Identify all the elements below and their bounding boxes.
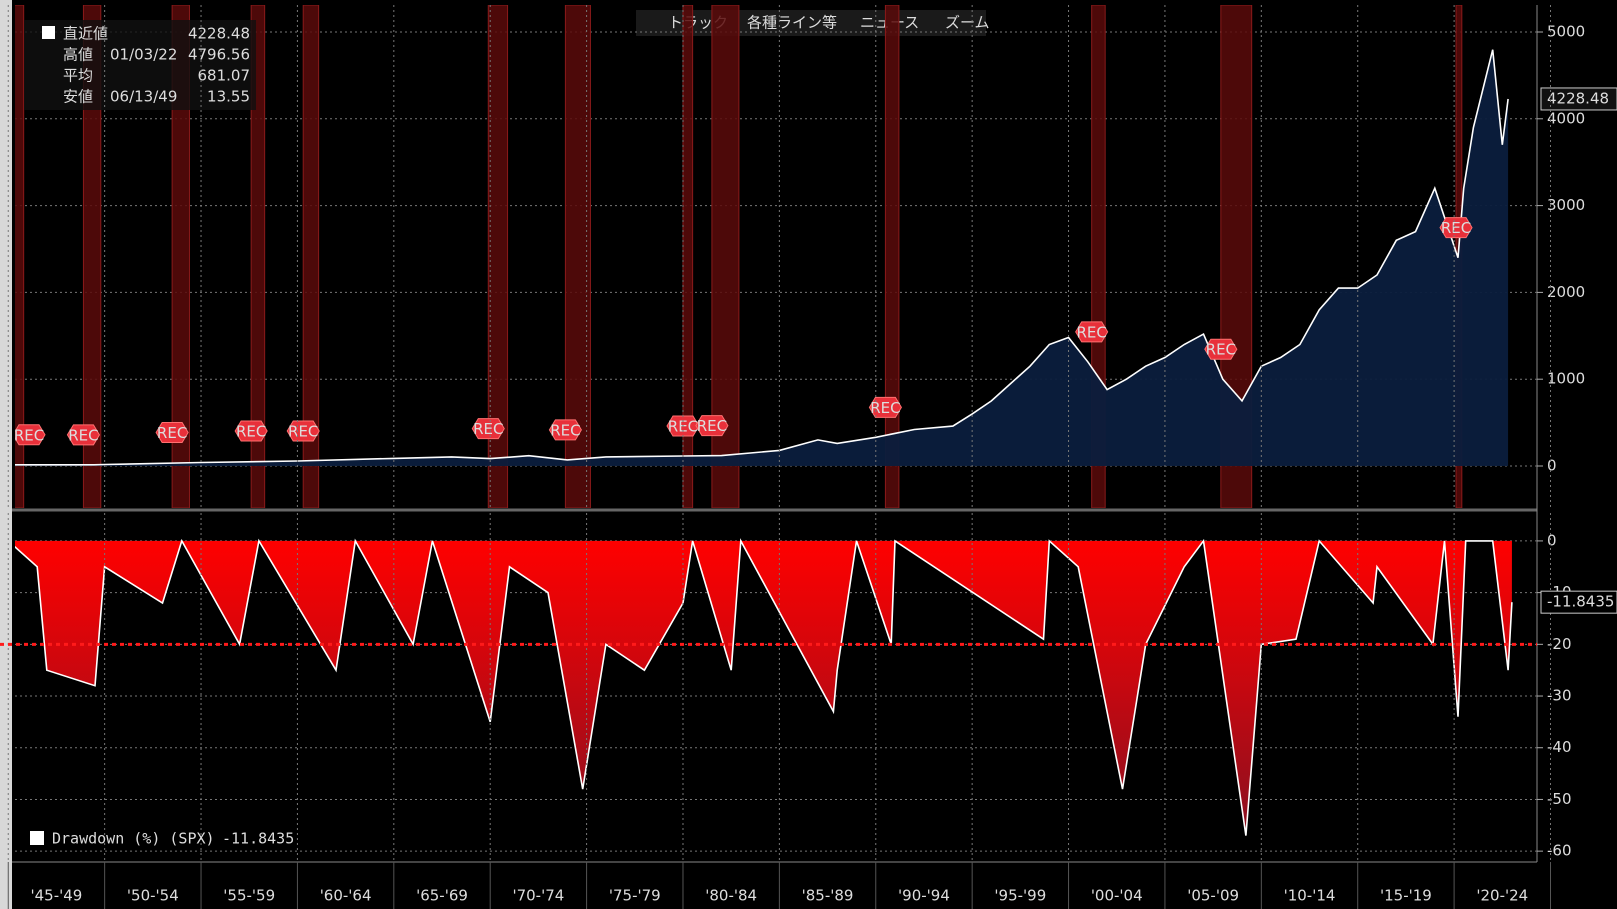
legend-stat-date: 01/03/22 [110,46,177,64]
x-tick-label: '55-'59 [223,887,275,905]
x-tick-label: '05-'09 [1187,887,1239,905]
last-value-tag [1540,590,1617,614]
rec-label: REC [1441,219,1471,237]
rec-marker [286,420,320,442]
last-value-label: -11.8435 [1547,593,1614,611]
legend-stat-date: 06/13/49 [110,88,177,106]
x-tick-label: '50-'54 [127,887,179,905]
legend-name: Drawdown (%) (SPX) [52,830,215,848]
x-tick-label: '70-'74 [512,887,564,905]
series-line [15,49,1509,466]
x-tick-label: '65-'69 [416,887,468,905]
toolbar-button[interactable]: 各種ライン等 [747,14,837,32]
recession-band [884,5,900,508]
legend-stat-value: 681.07 [198,67,251,85]
y-tick-label: -40 [1547,738,1572,756]
rec-marker [868,396,902,418]
y-tick-label: 1000 [1547,370,1585,388]
rec-marker [695,415,729,437]
legend-stat-value: 13.55 [207,88,250,106]
rec-label: REC [1076,323,1106,341]
rec-marker [66,424,101,446]
x-tick-label: '15-'19 [1380,887,1432,905]
rec-marker [471,418,505,440]
legend-stat-name: 直近値 [63,25,108,43]
recession-band [171,5,190,508]
rec-marker [1439,217,1473,239]
x-tick-label: '10-'14 [1284,887,1336,905]
legend-swatch [42,26,55,39]
area-fill [15,540,1512,836]
rec-label: REC [157,424,187,442]
x-tick-label: '00-'04 [1091,887,1143,905]
rec-marker [234,420,268,442]
y-tick-label: 4000 [1547,109,1585,127]
rec-label: REC [14,426,44,444]
rec-label: REC [1206,341,1236,359]
panel [15,538,1537,852]
area-fill [15,49,1509,466]
legend-stat-value: 4228.48 [188,25,250,43]
recession-band [302,5,320,508]
rec-label: REC [870,399,900,417]
x-tick-label: '95-'99 [994,887,1046,905]
rec-marker [548,419,582,441]
rec-marker [1204,338,1238,360]
rec-label: REC [697,417,727,435]
y-tick-label: 0 [1547,531,1557,549]
legend-value: -11.8435 [222,830,294,848]
rec-label: REC [288,422,318,440]
y-tick-label: -20 [1547,635,1572,653]
rec-label: REC [473,420,503,438]
y-tick-label: -30 [1547,687,1572,705]
legend-stat-name: 平均 [63,67,93,85]
toolbar-button[interactable]: ズーム [945,14,990,32]
rec-label: REC [550,421,580,439]
rec-marker [15,424,46,446]
x-tick-label: '90-'94 [898,887,950,905]
legend-swatch [30,831,44,845]
rec-label: REC [68,426,98,444]
y-tick-label: 0 [1547,456,1557,474]
legend-box [24,20,256,110]
x-tick-label: '80-'84 [705,887,757,905]
x-tick-label: '60-'64 [320,887,372,905]
last-value-tag [1540,87,1617,111]
recession-band [15,5,25,508]
rec-label: REC [236,422,266,440]
y-tick-label: 3000 [1547,196,1585,214]
rec-marker [155,422,189,444]
rec-marker [1075,321,1109,343]
x-tick-label: '20-'24 [1476,887,1528,905]
last-value-label: 4228.48 [1547,89,1609,107]
series-line [15,538,1513,836]
x-tick-label: '85-'89 [802,887,854,905]
legend-stat-name: 高値 [63,46,93,64]
y-tick-label: -50 [1547,790,1572,808]
legend-stat-value: 4796.56 [188,46,250,64]
recession-band [487,5,509,508]
recession-band [82,5,102,508]
x-tick-label: '45-'49 [31,887,83,905]
y-tick-label: -60 [1547,842,1572,860]
x-tick-label: '75-'79 [609,887,661,905]
legend-stat-name: 安値 [63,88,93,106]
y-tick-label: 5000 [1547,22,1585,40]
y-tick-label: 2000 [1547,283,1585,301]
recession-band [250,5,266,508]
left-strip [0,0,12,909]
